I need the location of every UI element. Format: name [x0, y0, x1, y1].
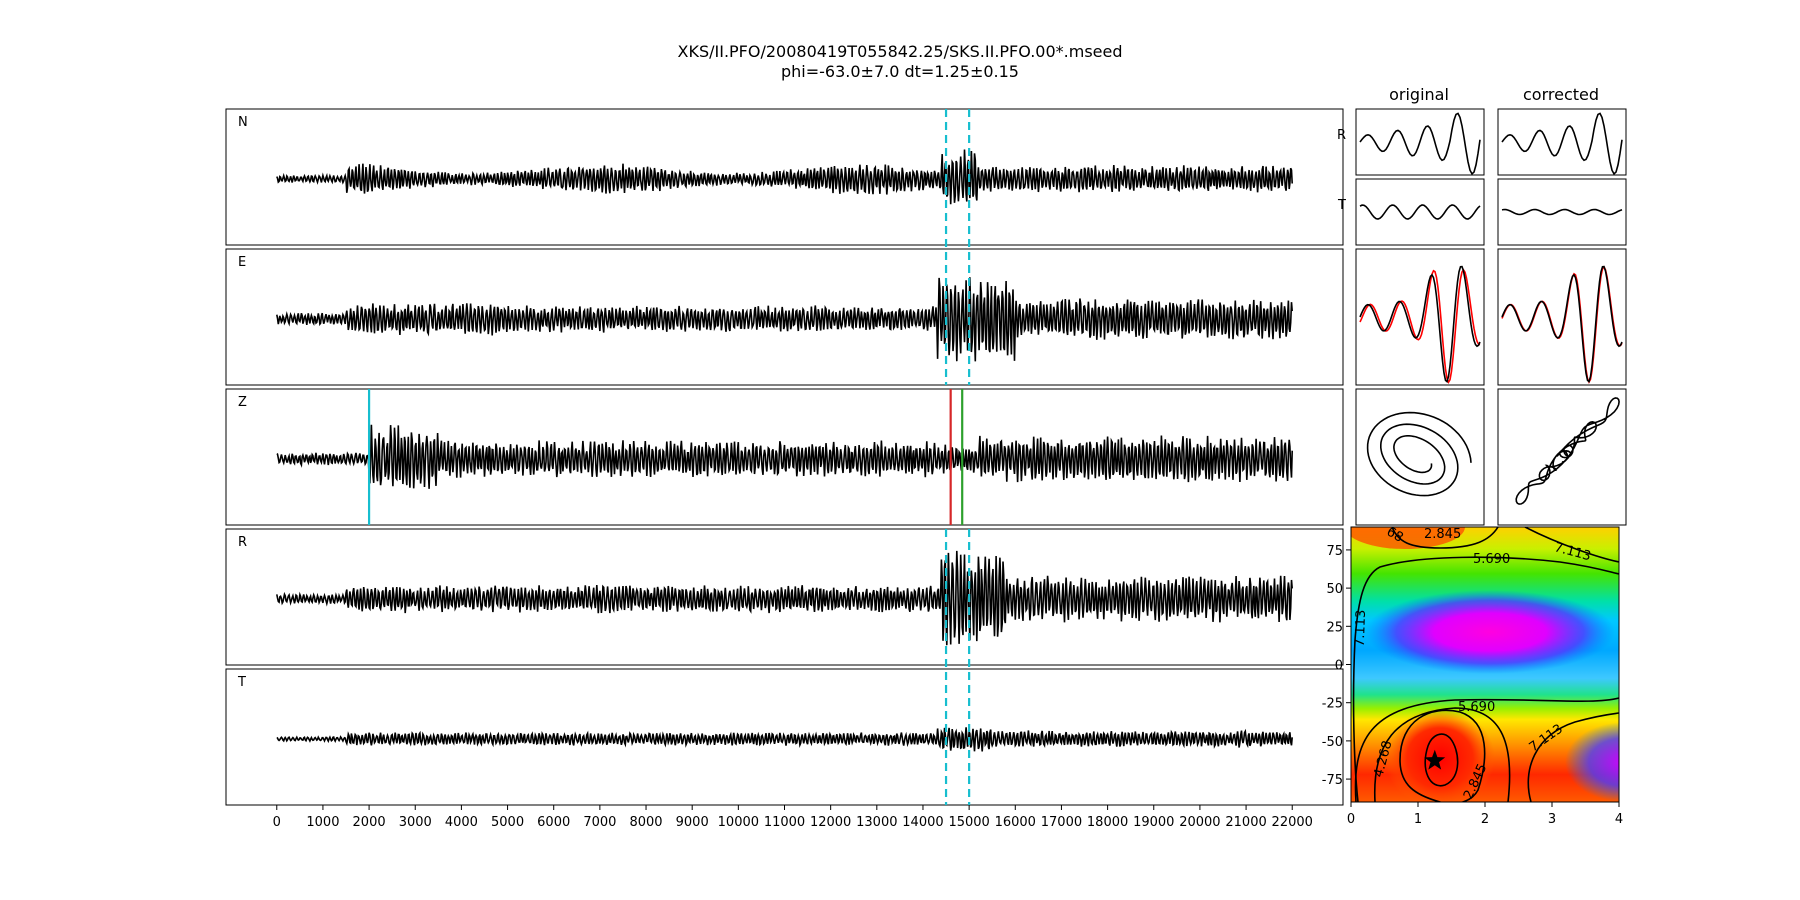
waveform-line: [1359, 112, 1481, 176]
contour-label: 5.690: [1473, 552, 1510, 567]
x-tick-label: 5000: [491, 815, 524, 830]
trace-panel-z: Z: [225, 388, 1344, 526]
trace-panel-e: E: [225, 248, 1344, 386]
column-title-corrected: corrected: [1523, 85, 1599, 104]
particle-motion-line: [1366, 411, 1472, 497]
trace-panel-t: T: [225, 668, 1344, 806]
x-tick-label: 13000: [856, 815, 897, 830]
x-tick-label: 11000: [764, 815, 805, 830]
waveform-line: [1501, 208, 1623, 216]
seismogram-trace: [276, 277, 1293, 362]
contour-line: [1399, 709, 1486, 802]
x-tick-label: 17000: [1041, 815, 1082, 830]
waveform-line: [1359, 268, 1481, 384]
heat-y-tick-label: -75: [1322, 773, 1343, 788]
x-tick-label: 22000: [1272, 815, 1313, 830]
row-label-t: T: [1337, 198, 1346, 213]
small-panel: [1355, 178, 1485, 246]
heat-x-tick-label: 0: [1347, 812, 1355, 827]
x-tick-label: 2000: [353, 815, 386, 830]
x-tick-label: 0: [273, 815, 281, 830]
x-tick-label: 8000: [629, 815, 662, 830]
heat-x-tick-label: 4: [1615, 812, 1623, 827]
x-tick-label: 20000: [1179, 815, 1220, 830]
heat-y-tick-label: -25: [1322, 697, 1343, 712]
minimum-star-marker: [1424, 749, 1446, 770]
row-label-r: R: [1337, 128, 1346, 143]
trace-panel-n: N: [225, 108, 1344, 246]
contour-line: [1352, 556, 1619, 802]
contour-line: [1524, 527, 1619, 563]
small-panel-frame: [1355, 388, 1485, 526]
waveform-line: [1501, 265, 1623, 384]
small-panel: [1497, 388, 1627, 526]
heatmap-max-region: [1365, 590, 1615, 674]
x-tick-label: 21000: [1225, 815, 1266, 830]
x-tick-label: 6000: [537, 815, 570, 830]
seismogram-trace: [276, 149, 1293, 205]
heat-y-tick-label: 50: [1326, 582, 1343, 597]
small-panel: [1355, 248, 1485, 386]
x-tick-label: 19000: [1133, 815, 1174, 830]
small-panel-frame: [1355, 178, 1485, 246]
heat-y-tick-label: 75: [1326, 544, 1343, 559]
heat-y-tick-label: 25: [1326, 620, 1343, 635]
small-panel: [1497, 178, 1627, 246]
waveform-line: [1501, 112, 1623, 176]
column-title-original: original: [1389, 85, 1449, 104]
x-tick-label: 12000: [810, 815, 851, 830]
x-tick-label: 18000: [1087, 815, 1128, 830]
heat-y-tick-label: 0: [1335, 659, 1343, 674]
seismogram-trace: [276, 727, 1293, 752]
heat-y-tick-label: -50: [1322, 735, 1343, 750]
small-panel: [1497, 108, 1627, 176]
seismogram-trace: [276, 424, 1293, 489]
heat-x-tick-label: 2: [1481, 812, 1489, 827]
waveform-line: [1359, 204, 1481, 220]
contour-line: [1373, 707, 1511, 802]
small-panel: [1497, 248, 1627, 386]
contour-line: [1527, 712, 1619, 802]
particle-motion-line: [1515, 397, 1620, 505]
heat-x-tick-label: 3: [1548, 812, 1556, 827]
splitting-heatmap: 2.845 5.690 7.113 5.690 4.268 7.113 2.84…: [1322, 526, 1623, 827]
heatmap-min-region-top: [1351, 527, 1465, 549]
x-tick-label: 4000: [445, 815, 478, 830]
panel-label: Z: [238, 395, 247, 410]
panel-label: N: [238, 115, 248, 130]
x-tick-label: 10000: [718, 815, 759, 830]
x-tick-label: 7000: [583, 815, 616, 830]
seismogram-trace: [276, 550, 1293, 646]
contour-label: 5.690: [1458, 700, 1495, 715]
small-panel: [1355, 388, 1485, 526]
figure-subtitle: phi=-63.0±7.0 dt=1.25±0.15: [781, 62, 1019, 81]
contour-label: 2.845: [1424, 527, 1461, 542]
contour-label: 7.113: [1353, 609, 1369, 647]
heat-x-tick-label: 1: [1414, 812, 1422, 827]
trace-panel-r: R: [225, 528, 1344, 666]
x-tick-label: 15000: [948, 815, 989, 830]
x-tick-label: 16000: [995, 815, 1036, 830]
particle-motion-panels: original corrected R T: [1337, 85, 1627, 526]
contour-line: [1424, 733, 1459, 787]
panel-label: T: [237, 675, 246, 690]
small-panel-frame: [1497, 178, 1627, 246]
figure-title: XKS/II.PFO/20080419T055842.25/SKS.II.PFO…: [678, 42, 1123, 61]
x-tick-label: 1000: [306, 815, 339, 830]
x-tick-label: 9000: [676, 815, 709, 830]
small-panel-frame: [1497, 248, 1627, 386]
panel-label: R: [238, 535, 247, 550]
small-panel: [1355, 108, 1485, 176]
waveform-line: [1359, 265, 1481, 384]
x-tick-label: 3000: [399, 815, 432, 830]
seismogram-panels: N E Z R T: [225, 108, 1344, 806]
panel-label: E: [238, 255, 246, 270]
x-axis-main: 0 1000 2000 3000 4000 5000 6000 7000 8000 9000 100…: [273, 805, 1313, 830]
heatmap-min-region: [1385, 708, 1495, 802]
contour-line: [1391, 527, 1499, 549]
contour-line: [1354, 697, 1619, 802]
x-tick-label: 14000: [902, 815, 943, 830]
heatmap-max-region-2: [1565, 722, 1619, 802]
